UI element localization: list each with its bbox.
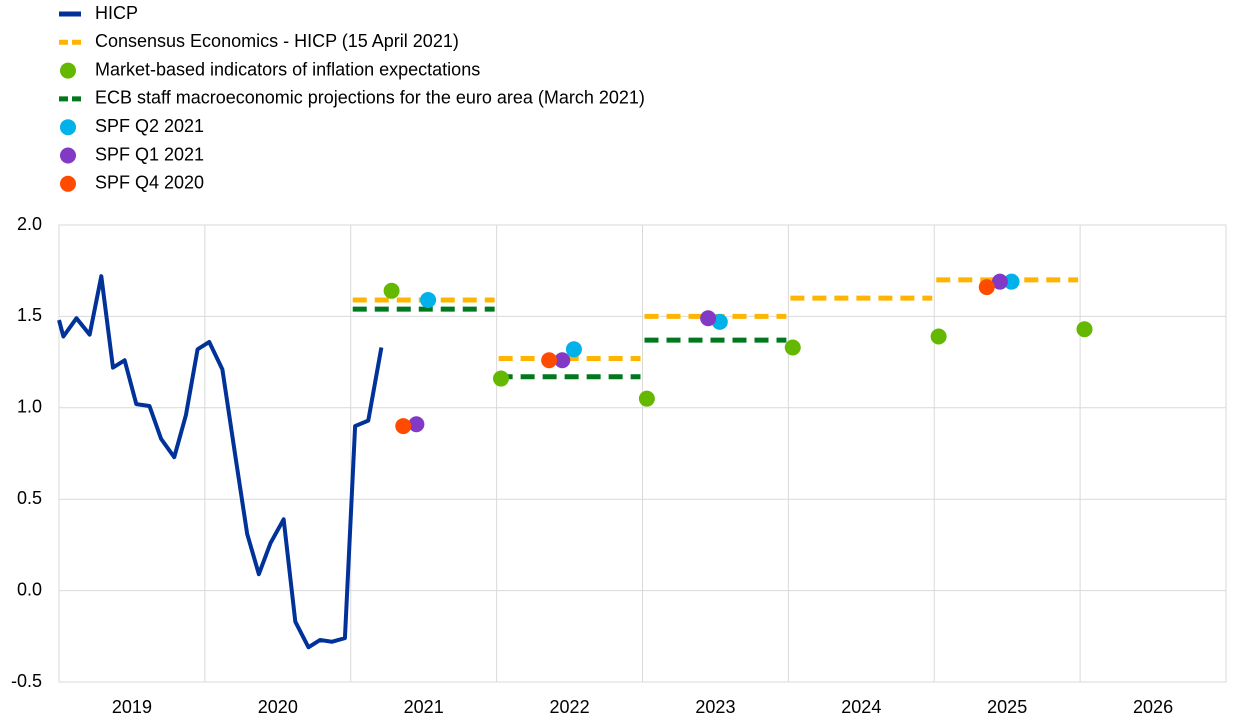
legend-label: Market-based indicators of inflation exp… (95, 59, 480, 79)
y-tick-label: 1.5 (17, 305, 42, 325)
dot (784, 339, 801, 356)
dot (1003, 273, 1020, 290)
dot (978, 279, 995, 296)
legend-label: ECB staff macroeconomic projections for … (95, 88, 645, 108)
dot (541, 352, 558, 369)
dot (1076, 321, 1093, 338)
dot (565, 341, 582, 358)
x-tick-label: 2019 (112, 697, 152, 717)
legend-swatch (60, 119, 76, 136)
y-tick-label: 1.0 (17, 397, 42, 417)
dot (383, 282, 400, 299)
x-tick-label: 2024 (841, 697, 881, 717)
legend-label: HICP (95, 3, 138, 23)
y-tick-label: 2.0 (17, 214, 42, 234)
dot (408, 416, 425, 433)
dot (930, 328, 947, 345)
legend-swatch (60, 147, 76, 164)
legend-label: SPF Q4 2020 (95, 173, 204, 193)
y-tick-label: 0.5 (17, 488, 42, 508)
x-tick-label: 2022 (550, 697, 590, 717)
y-tick-label: 0.0 (17, 579, 42, 599)
dot (395, 418, 412, 435)
dot (638, 390, 655, 407)
legend-swatch (60, 175, 76, 192)
dot (554, 352, 571, 369)
x-tick-label: 2026 (1133, 697, 1173, 717)
legend-label: Consensus Economics - HICP (15 April 202… (95, 31, 459, 51)
legend-label: SPF Q2 2021 (95, 116, 204, 136)
legend-swatch (60, 62, 76, 79)
y-tick-label: -0.5 (11, 671, 42, 691)
legend-label: SPF Q1 2021 (95, 144, 204, 164)
hicp-line (57, 274, 384, 650)
dot (420, 291, 437, 308)
x-tick-label: 2020 (258, 697, 298, 717)
x-tick-label: 2025 (987, 697, 1027, 717)
x-tick-label: 2023 (695, 697, 735, 717)
dot (493, 370, 510, 387)
dot (700, 310, 717, 327)
dot (991, 273, 1008, 290)
x-tick-label: 2021 (404, 697, 444, 717)
